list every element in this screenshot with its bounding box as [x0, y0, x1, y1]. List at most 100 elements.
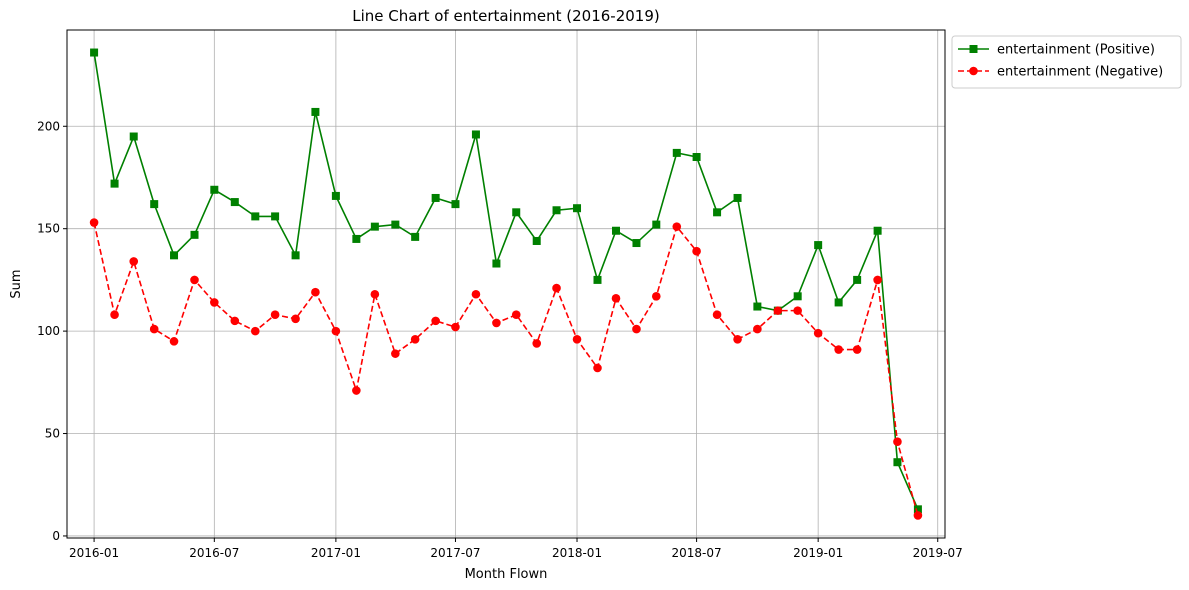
- data-point-negative: [169, 337, 179, 346]
- data-point-negative: [532, 339, 542, 348]
- data-point-negative: [331, 326, 341, 336]
- data-point-positive: [753, 302, 762, 311]
- y-tick-label: 50: [45, 427, 60, 441]
- x-tick-label: 2016-01: [69, 546, 119, 560]
- legend: entertainment (Positive) entertainment (N…: [951, 35, 1182, 89]
- data-point-positive: [311, 107, 320, 116]
- data-point-positive: [873, 226, 882, 235]
- data-point-negative: [431, 316, 440, 326]
- data-point-positive: [170, 251, 179, 260]
- data-point-positive: [352, 234, 361, 243]
- y-tick-label: 100: [37, 324, 60, 338]
- chart-title: Line Chart of entertainment (2016-2019): [352, 7, 659, 25]
- axis-ticks: 2016-01 2016-07 2017-01 2017-07 2018-01 2018-…: [37, 119, 963, 560]
- legend-marker: [969, 66, 978, 76]
- data-point-positive: [853, 275, 862, 284]
- x-tick-label: 2019-07: [913, 546, 963, 560]
- y-tick-label: 150: [37, 222, 60, 236]
- data-point-negative: [110, 310, 119, 320]
- data-point-negative: [712, 310, 722, 320]
- data-point-positive: [110, 179, 119, 188]
- x-tick-label: 2016-07: [189, 546, 239, 560]
- data-point-positive: [370, 222, 379, 231]
- data-point-negative: [370, 289, 380, 299]
- data-point-negative: [89, 218, 99, 227]
- data-point-negative: [451, 322, 460, 332]
- data-point-negative: [793, 306, 802, 315]
- data-point-positive: [271, 212, 280, 221]
- data-point-positive: [692, 153, 701, 161]
- data-point-positive: [593, 275, 602, 284]
- data-point-positive: [913, 505, 922, 514]
- data-point-negative: [352, 386, 361, 395]
- data-point-positive: [611, 226, 620, 235]
- data-point-negative: [733, 335, 742, 344]
- data-point-positive: [391, 220, 400, 229]
- x-tick-label: 2017-07: [430, 546, 480, 560]
- data-point-negative: [552, 283, 561, 293]
- data-point-positive: [150, 200, 159, 209]
- data-point-negative: [773, 306, 783, 315]
- data-point-positive: [834, 298, 843, 307]
- data-point-positive: [632, 239, 641, 248]
- series-negative: [89, 218, 923, 520]
- data-point-negative: [893, 437, 902, 447]
- data-point-negative: [210, 298, 219, 307]
- data-point-positive: [90, 48, 99, 57]
- data-point-negative: [391, 349, 400, 358]
- data-point-positive: [331, 191, 340, 200]
- data-point-positive: [451, 200, 460, 209]
- data-point-negative: [651, 291, 661, 301]
- legend-marker: [969, 45, 978, 53]
- data-point-negative: [913, 511, 923, 520]
- data-point-positive: [251, 212, 260, 221]
- data-point-negative: [572, 335, 582, 344]
- data-point-negative: [471, 289, 481, 299]
- series-layer: [89, 48, 923, 520]
- data-point-positive: [573, 204, 582, 213]
- data-point-positive: [552, 206, 561, 215]
- legend-label: entertainment (Positive): [997, 43, 1155, 58]
- data-point-positive: [532, 236, 541, 245]
- data-point-negative: [270, 310, 280, 320]
- data-point-negative: [511, 310, 521, 320]
- series-line: [93, 52, 919, 510]
- x-tick-label: 2017-01: [311, 546, 361, 560]
- data-point-positive: [190, 230, 199, 239]
- data-point-negative: [753, 324, 762, 334]
- x-tick-label: 2018-07: [672, 546, 722, 560]
- data-point-positive: [733, 193, 742, 202]
- data-point-positive: [230, 198, 239, 207]
- data-point-positive: [814, 241, 823, 250]
- data-point-negative: [873, 275, 882, 285]
- data-point-negative: [692, 246, 701, 256]
- data-point-positive: [431, 193, 440, 202]
- data-point-negative: [129, 257, 139, 266]
- data-point-positive: [129, 132, 138, 141]
- data-point-positive: [672, 148, 681, 157]
- data-point-positive: [210, 185, 219, 194]
- data-point-negative: [190, 275, 199, 285]
- data-point-negative: [250, 326, 260, 336]
- data-point-positive: [291, 251, 300, 260]
- data-point-negative: [230, 316, 240, 326]
- data-point-positive: [652, 220, 661, 229]
- data-point-positive: [793, 292, 802, 301]
- legend-box: [951, 35, 1182, 89]
- data-point-negative: [834, 345, 843, 354]
- x-tick-label: 2019-01: [793, 546, 843, 560]
- data-point-negative: [492, 318, 501, 328]
- x-axis-label: Month Flown: [465, 567, 548, 582]
- data-point-positive: [471, 130, 480, 139]
- legend-item-positive: entertainment (Positive): [958, 43, 1155, 58]
- data-point-negative: [410, 335, 420, 344]
- legend-label: entertainment (Negative): [997, 65, 1163, 80]
- data-point-negative: [813, 328, 823, 338]
- series-line: [93, 222, 919, 516]
- data-point-negative: [291, 314, 300, 324]
- y-tick-label: 200: [37, 119, 60, 133]
- y-axis-label: Sum: [9, 269, 24, 298]
- y-tick-label: 0: [52, 529, 60, 543]
- data-point-negative: [593, 363, 602, 373]
